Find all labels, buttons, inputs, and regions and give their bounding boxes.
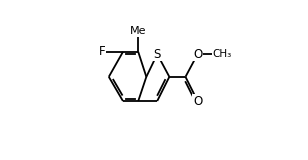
Text: Me: Me xyxy=(130,27,147,36)
Text: O: O xyxy=(193,48,202,61)
Text: O: O xyxy=(193,95,202,108)
Text: F: F xyxy=(99,45,105,58)
Text: CH₃: CH₃ xyxy=(212,49,231,59)
Text: S: S xyxy=(154,48,161,61)
